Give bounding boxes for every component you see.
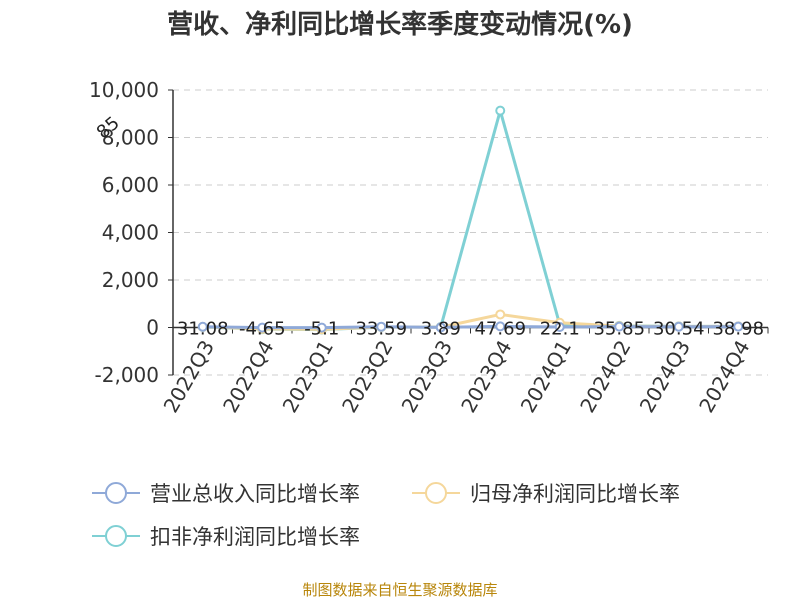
- data-label: 30.54: [653, 319, 705, 340]
- x-tick-label: 2024Q1: [516, 336, 576, 417]
- legend-item: 营业总收入同比增长率: [92, 482, 360, 506]
- data-label: -5.1: [304, 319, 339, 340]
- series-point: [316, 322, 327, 333]
- x-tick-label: 2024Q3: [635, 336, 695, 417]
- legend-item: 归母净利润同比增长率: [412, 482, 680, 506]
- x-tick-label: 2024Q4: [694, 336, 754, 417]
- y-tick-label: 8,000: [102, 126, 159, 150]
- legend-label: 营业总收入同比增长率: [150, 482, 360, 506]
- x-tick-label: 2023Q1: [278, 336, 338, 417]
- series-point: [376, 321, 387, 332]
- source-note: 制图数据来自恒生聚源数据库: [302, 581, 497, 599]
- series-line: [202, 324, 739, 330]
- data-label: 22.1: [540, 319, 580, 340]
- y-axis-ticks: -2,000 0 2,000 4,000 6,000 8,000 10,000: [89, 78, 173, 387]
- grid-lines: [173, 89, 768, 376]
- y-tick-label: 6,000: [102, 173, 159, 197]
- data-label: 31.08: [177, 319, 229, 340]
- data-label: 47.69: [474, 319, 526, 340]
- x-tick-label: 2024Q2: [575, 336, 635, 417]
- y-tick-label: 0: [146, 316, 159, 340]
- legend-item: 扣非净利润同比增长率: [92, 525, 360, 549]
- data-label: 35.85: [593, 319, 645, 340]
- x-tick-label: 2023Q3: [397, 336, 457, 417]
- series-point: [257, 322, 268, 333]
- x-tick-label: 2022Q3: [159, 336, 219, 417]
- legend-marker: [105, 525, 127, 547]
- legend-label: 归母净利润同比增长率: [470, 482, 680, 506]
- series-point: [733, 321, 744, 332]
- series-point: [495, 105, 506, 116]
- legend-marker: [425, 482, 447, 504]
- series-point: [197, 321, 208, 332]
- series-point: [435, 322, 446, 333]
- data-label: -4.65: [239, 319, 286, 340]
- series-point: [614, 321, 625, 332]
- series-point: [495, 321, 506, 332]
- series-line: [202, 109, 739, 332]
- data-label: 33.59: [355, 319, 407, 340]
- series-point: [495, 309, 506, 320]
- series-point: [673, 321, 684, 332]
- y-tick-label: 10,000: [89, 78, 159, 102]
- x-axis-ticks: 2022Q3 2022Q4 2023Q1 2023Q2 2023Q3 2023Q4 2024…: [159, 336, 755, 417]
- y-tick-label: -2,000: [95, 363, 159, 387]
- legend-label: 扣非净利润同比增长率: [150, 525, 360, 549]
- y-tick-label: 4,000: [102, 221, 159, 245]
- series-point: [554, 321, 565, 332]
- x-tick-label: 2023Q4: [456, 336, 516, 417]
- data-label: 3.89: [421, 319, 461, 340]
- legend-marker: [105, 482, 127, 504]
- data-labels: 31.08 -4.65 -5.1 33.59 3.89 47.69 22.1 35.85 30.…: [177, 319, 764, 340]
- series-group: [197, 105, 744, 335]
- x-tick-label: 2022Q4: [218, 336, 278, 417]
- data-label: 38.98: [712, 319, 764, 340]
- y-tick-label: 2,000: [102, 268, 159, 292]
- chart-title: 营收、净利同比增长率季度变动情况(%): [167, 9, 633, 40]
- x-tick-label: 2023Q2: [337, 336, 397, 417]
